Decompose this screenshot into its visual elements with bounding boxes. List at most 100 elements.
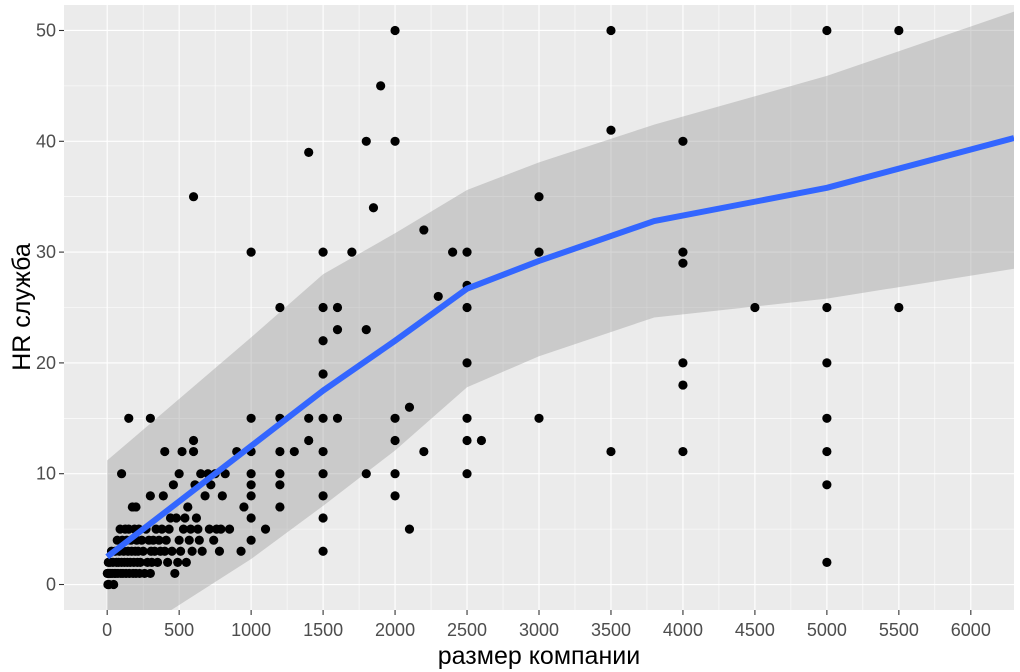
data-point bbox=[180, 513, 190, 523]
y-tick-label: 50 bbox=[36, 20, 56, 40]
data-point bbox=[186, 524, 196, 534]
data-point bbox=[318, 513, 328, 523]
data-point bbox=[168, 480, 178, 490]
data-point bbox=[678, 380, 688, 390]
data-point bbox=[191, 513, 202, 523]
y-tick-label: 0 bbox=[46, 575, 56, 595]
data-point bbox=[145, 413, 155, 423]
data-point bbox=[275, 469, 285, 479]
data-point bbox=[361, 325, 371, 335]
data-point bbox=[404, 524, 415, 534]
data-point bbox=[175, 546, 186, 556]
data-point bbox=[462, 358, 472, 368]
data-point bbox=[390, 435, 400, 446]
data-point bbox=[224, 524, 235, 534]
data-point bbox=[318, 546, 328, 556]
data-point bbox=[419, 225, 429, 235]
data-point bbox=[184, 535, 194, 545]
data-point bbox=[822, 413, 832, 423]
data-point bbox=[216, 524, 226, 534]
x-tick-label: 5000 bbox=[807, 620, 847, 640]
data-point bbox=[152, 557, 163, 567]
data-point bbox=[678, 446, 688, 457]
data-point bbox=[318, 247, 328, 257]
smooth-line-layer bbox=[105, 135, 1014, 560]
data-point bbox=[174, 469, 184, 479]
data-point bbox=[145, 568, 155, 579]
data-point bbox=[183, 502, 193, 512]
data-point bbox=[462, 435, 472, 446]
data-point bbox=[188, 435, 199, 446]
data-point bbox=[246, 413, 256, 423]
data-point bbox=[304, 147, 314, 157]
data-point bbox=[304, 413, 314, 423]
x-tick-label: 0 bbox=[102, 620, 112, 640]
x-tick-label: 2000 bbox=[375, 620, 415, 640]
data-point bbox=[197, 546, 207, 556]
data-point bbox=[678, 258, 688, 268]
x-axis-title: размер компании bbox=[438, 642, 640, 670]
data-point bbox=[161, 535, 171, 545]
x-tick-label: 1500 bbox=[303, 620, 343, 640]
data-point bbox=[462, 302, 472, 313]
data-point bbox=[116, 469, 127, 479]
data-point bbox=[822, 557, 832, 567]
data-point bbox=[678, 358, 688, 368]
data-point bbox=[181, 557, 191, 567]
data-point bbox=[534, 192, 544, 202]
data-point bbox=[332, 413, 343, 423]
data-point bbox=[174, 535, 184, 545]
data-point bbox=[275, 480, 285, 490]
data-point bbox=[275, 302, 285, 313]
data-point bbox=[390, 25, 400, 36]
data-point bbox=[196, 469, 206, 479]
data-point bbox=[246, 491, 256, 501]
data-point bbox=[390, 136, 400, 146]
data-point bbox=[304, 435, 314, 446]
data-point bbox=[462, 247, 472, 257]
x-tick-label: 3000 bbox=[519, 620, 559, 640]
data-point bbox=[678, 247, 688, 257]
smooth-line bbox=[105, 135, 1014, 560]
data-point bbox=[275, 446, 285, 457]
y-axis-title: HR служба bbox=[8, 243, 36, 371]
x-tick-label: 4000 bbox=[663, 620, 703, 640]
data-point bbox=[177, 446, 187, 457]
confidence-band bbox=[107, 11, 1014, 610]
data-point bbox=[606, 25, 616, 36]
data-point bbox=[260, 524, 271, 534]
data-point bbox=[462, 469, 472, 479]
data-point bbox=[167, 546, 177, 556]
data-point bbox=[347, 247, 357, 257]
data-point bbox=[204, 524, 214, 534]
data-point bbox=[433, 291, 443, 302]
data-point bbox=[209, 535, 219, 545]
data-point bbox=[390, 469, 400, 479]
data-point bbox=[246, 469, 256, 479]
data-point bbox=[178, 524, 189, 534]
data-point bbox=[157, 524, 167, 534]
data-point bbox=[678, 136, 688, 146]
data-point bbox=[750, 302, 760, 313]
x-tick-label: 6000 bbox=[951, 620, 991, 640]
data-point bbox=[187, 546, 197, 556]
data-point bbox=[246, 513, 256, 523]
data-point bbox=[138, 546, 148, 556]
y-tick-label: 20 bbox=[36, 353, 56, 373]
data-point bbox=[318, 302, 328, 313]
data-point bbox=[289, 446, 299, 457]
data-point bbox=[822, 302, 832, 313]
data-point bbox=[163, 557, 173, 567]
data-point bbox=[246, 480, 256, 490]
data-point bbox=[214, 546, 225, 556]
confidence-band-layer bbox=[107, 11, 1014, 610]
x-tick-label: 2500 bbox=[447, 620, 487, 640]
data-point bbox=[534, 247, 544, 257]
data-point bbox=[534, 413, 544, 423]
data-point bbox=[361, 136, 371, 146]
data-point bbox=[822, 480, 832, 490]
data-point bbox=[822, 446, 832, 457]
data-point bbox=[170, 568, 180, 579]
data-point bbox=[246, 535, 256, 545]
data-point bbox=[188, 446, 199, 457]
